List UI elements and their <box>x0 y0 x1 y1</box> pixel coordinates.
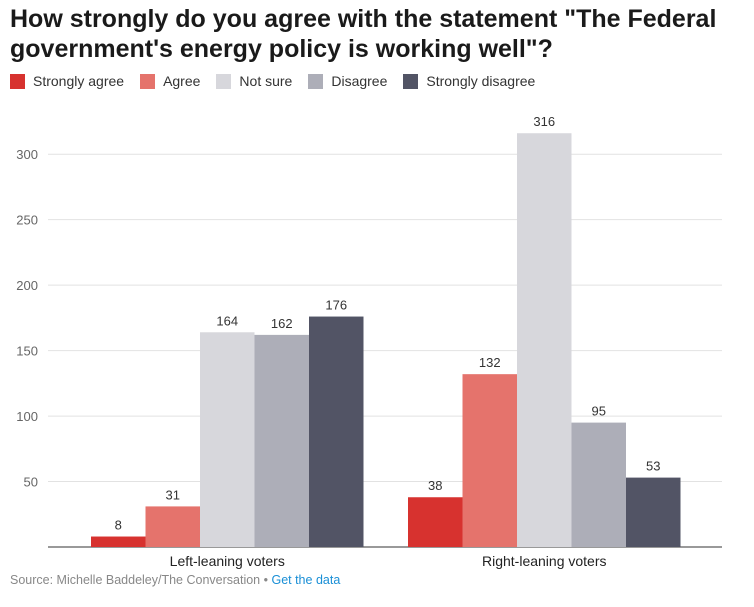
y-tick-label: 50 <box>24 475 38 490</box>
legend-item-not-sure: Not sure <box>216 73 292 89</box>
bar <box>408 497 463 547</box>
data-label: 8 <box>115 518 122 533</box>
legend-swatch <box>216 73 232 89</box>
y-tick-label: 300 <box>16 147 38 162</box>
data-label: 38 <box>428 478 442 493</box>
legend-swatch <box>403 73 419 89</box>
legend-label: Not sure <box>239 73 293 89</box>
legend-label: Disagree <box>331 73 388 89</box>
bar <box>462 374 517 547</box>
legend-item-agree: Agree <box>140 73 200 89</box>
get-the-data-link[interactable]: Get the data <box>271 573 341 587</box>
bar <box>309 316 364 547</box>
bar <box>200 332 255 547</box>
source-text: Source: Michelle Baddeley/The Conversati… <box>10 573 261 587</box>
legend-item-strongly-agree: Strongly agree <box>10 73 124 89</box>
legend-label: Agree <box>163 73 201 89</box>
y-tick-label: 150 <box>16 344 38 359</box>
bar <box>145 506 200 547</box>
bar <box>254 334 309 547</box>
bar <box>91 536 146 547</box>
bar <box>571 422 626 547</box>
y-tick-label: 200 <box>16 278 38 293</box>
y-tick-label: 250 <box>16 213 38 228</box>
data-label: 176 <box>325 298 347 313</box>
data-label: 316 <box>533 114 555 129</box>
data-label: 31 <box>166 487 180 502</box>
data-label: 95 <box>592 404 606 419</box>
legend: Strongly agree Agree Not sure Disagree S… <box>10 73 551 89</box>
legend-swatch <box>308 73 324 89</box>
data-label: 132 <box>479 355 501 370</box>
y-tick-label: 100 <box>16 409 38 424</box>
legend-swatch <box>140 73 156 89</box>
bar <box>626 477 681 547</box>
data-label: 164 <box>216 313 238 328</box>
data-label: 162 <box>271 316 293 331</box>
data-label: 53 <box>646 459 660 474</box>
legend-label: Strongly agree <box>33 73 125 89</box>
chart-title: How strongly do you agree with the state… <box>10 5 717 63</box>
bar <box>517 133 572 548</box>
legend-item-disagree: Disagree <box>308 73 387 89</box>
footer: Source: Michelle Baddeley/The Conversati… <box>10 573 340 587</box>
legend-label: Strongly disagree <box>426 73 536 89</box>
legend-swatch <box>10 73 25 89</box>
x-tick-label: Right-leaning voters <box>482 553 607 569</box>
footer-separator: • <box>260 573 272 587</box>
legend-item-strongly-disagree: Strongly disagree <box>403 73 535 89</box>
x-tick-label: Left-leaning voters <box>170 553 285 569</box>
